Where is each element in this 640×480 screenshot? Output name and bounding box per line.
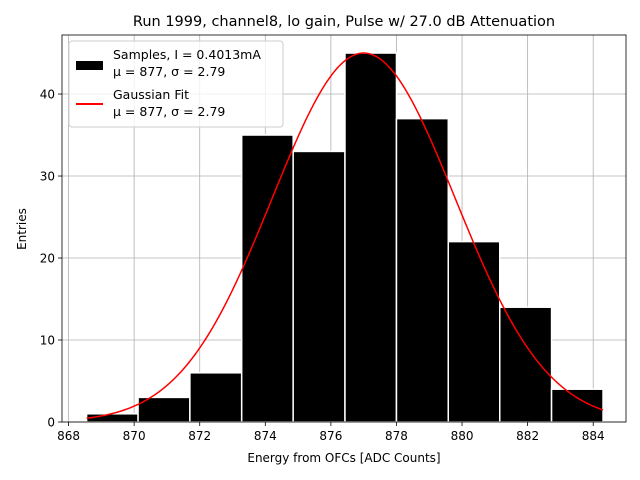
legend: Samples, I = 0.4013mA μ = 877, σ = 2.79 … bbox=[68, 40, 284, 128]
x-tick-label: 876 bbox=[319, 429, 342, 443]
histogram-bar bbox=[395, 117, 450, 423]
x-axis-label: Energy from OFCs [ADC Counts] bbox=[247, 451, 440, 465]
legend-samples-label: Samples, I = 0.4013mA bbox=[113, 47, 261, 62]
y-tick-label: 30 bbox=[40, 170, 55, 184]
legend-fit-label: Gaussian Fit bbox=[113, 87, 189, 102]
x-tick-label: 880 bbox=[451, 429, 474, 443]
histogram-bar bbox=[447, 240, 501, 423]
y-tick-label: 10 bbox=[40, 334, 55, 348]
x-tick-label: 874 bbox=[254, 429, 277, 443]
y-tick-label: 40 bbox=[40, 88, 55, 102]
y-axis-ticks: 0 10 20 30 40 bbox=[40, 88, 62, 430]
x-tick-label: 878 bbox=[385, 429, 408, 443]
legend-samples-stats: μ = 877, σ = 2.79 bbox=[113, 64, 225, 79]
histogram-bar bbox=[550, 388, 604, 423]
histogram-bar bbox=[499, 306, 553, 423]
histogram-bar bbox=[344, 52, 398, 423]
histogram-bar bbox=[292, 150, 346, 423]
x-tick-label: 870 bbox=[123, 429, 146, 443]
histogram-bar bbox=[240, 134, 294, 423]
x-tick-label: 868 bbox=[57, 429, 80, 443]
legend-fit-stats: μ = 877, σ = 2.79 bbox=[113, 104, 225, 119]
x-tick-label: 884 bbox=[582, 429, 605, 443]
legend-samples-swatch bbox=[76, 61, 103, 70]
x-axis-ticks: 868 870 872 874 876 878 880 882 884 bbox=[57, 422, 605, 443]
histogram-bar bbox=[189, 372, 243, 423]
x-tick-label: 872 bbox=[188, 429, 211, 443]
chart-title: Run 1999, channel8, lo gain, Pulse w/ 27… bbox=[133, 14, 555, 30]
x-tick-label: 882 bbox=[516, 429, 539, 443]
legend-box bbox=[68, 40, 284, 128]
y-tick-label: 0 bbox=[47, 416, 55, 430]
axes-frame bbox=[61, 34, 627, 423]
y-tick-label: 20 bbox=[40, 252, 55, 266]
gaussian-fit-curve bbox=[86, 52, 604, 419]
y-axis-label: Entries bbox=[15, 208, 29, 250]
